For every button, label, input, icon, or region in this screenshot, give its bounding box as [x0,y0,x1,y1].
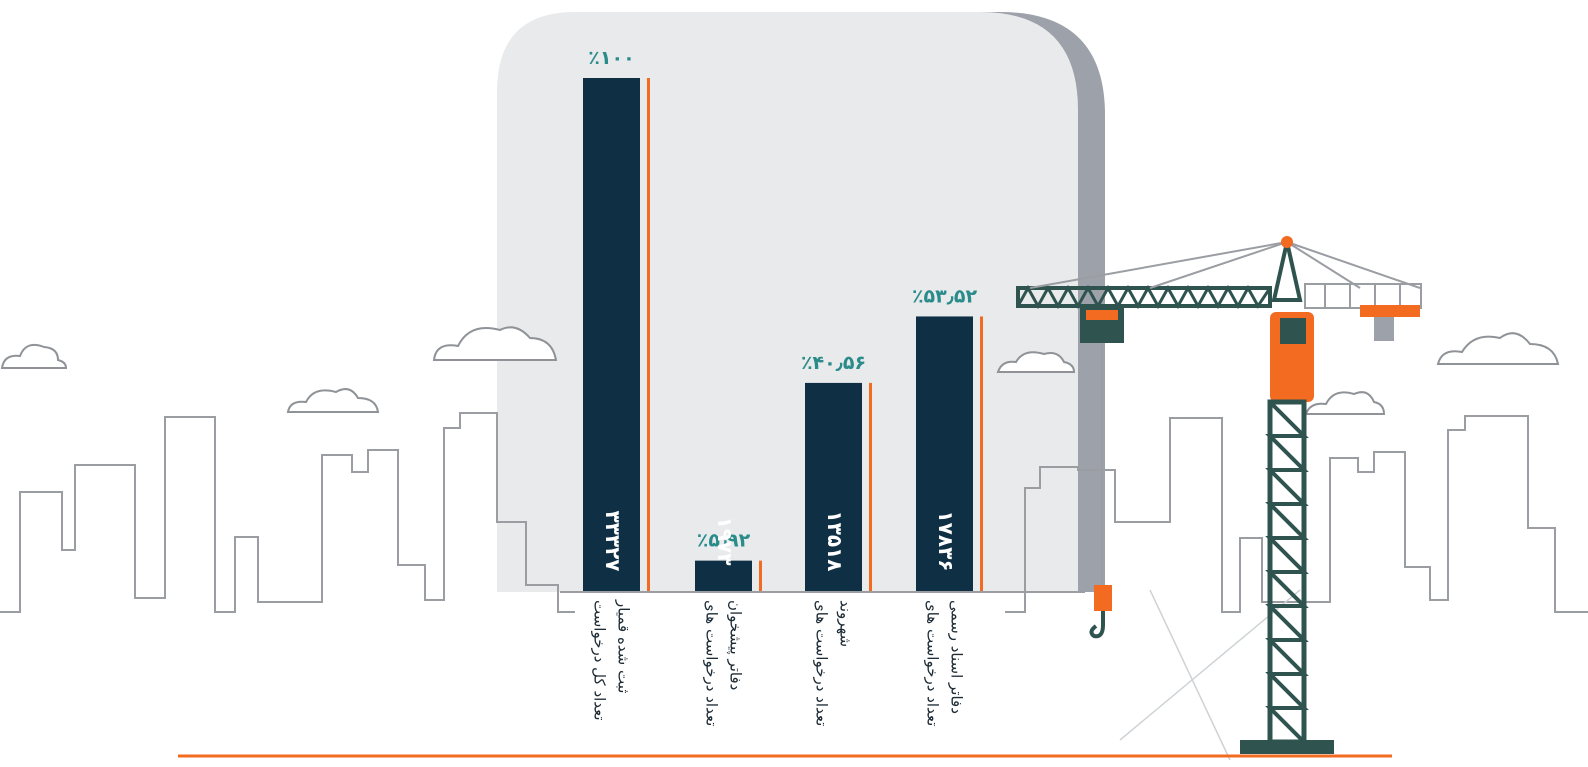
percent-label: ٪۱۰۰ [588,47,634,69]
bars-layer: ٪۱۰۰ ۳۳۳۲۷ تعداد کل درخواست ثبت شده قمیار ٪۵… [583,47,983,726]
value-label: ۱۹۷۳ [713,517,737,566]
bar-accent-line [759,560,762,591]
bar-accent-line [647,78,650,591]
bar-accent-line [980,316,983,591]
crane-illustration [1016,236,1422,761]
value-label: ۳۳۳۲۷ [601,510,625,571]
bar-3 [805,382,862,591]
bar-accent-line [869,382,872,591]
category-label: ثبت شده قمیار [615,599,633,693]
category-label: دفاتر اسناد رسمی [948,600,966,714]
skyline-left [0,412,575,613]
cloud [1304,391,1386,415]
bar-2 [695,560,752,591]
clouds [0,326,1560,415]
category-label: شهروند [837,600,855,647]
bar-4 [916,316,973,591]
category-label: تعداد کل درخواست [591,600,609,721]
category-label: تعداد درخواست های [924,600,942,726]
percent-label: ٪۵۳٫۵۲ [912,285,978,307]
cloud [432,326,558,361]
percent-label: ٪۴۰٫۵۶ [801,352,866,374]
percent-label: ٪۵٫۹۲ [697,530,751,552]
cloud [996,351,1076,373]
value-label: ۱۳۵۱۸ [823,510,847,571]
value-label: ۱۷۸۳۶ [934,510,958,571]
category-label: دفاتر پیشخوان [726,600,745,690]
cloud [0,343,68,369]
bar-1 [583,78,640,591]
skyline-right [1005,415,1588,613]
category-label: تعداد درخواست های [813,600,831,726]
cloud [1436,332,1560,365]
category-label: تعداد درخواست های [703,600,721,726]
cloud [286,388,380,413]
